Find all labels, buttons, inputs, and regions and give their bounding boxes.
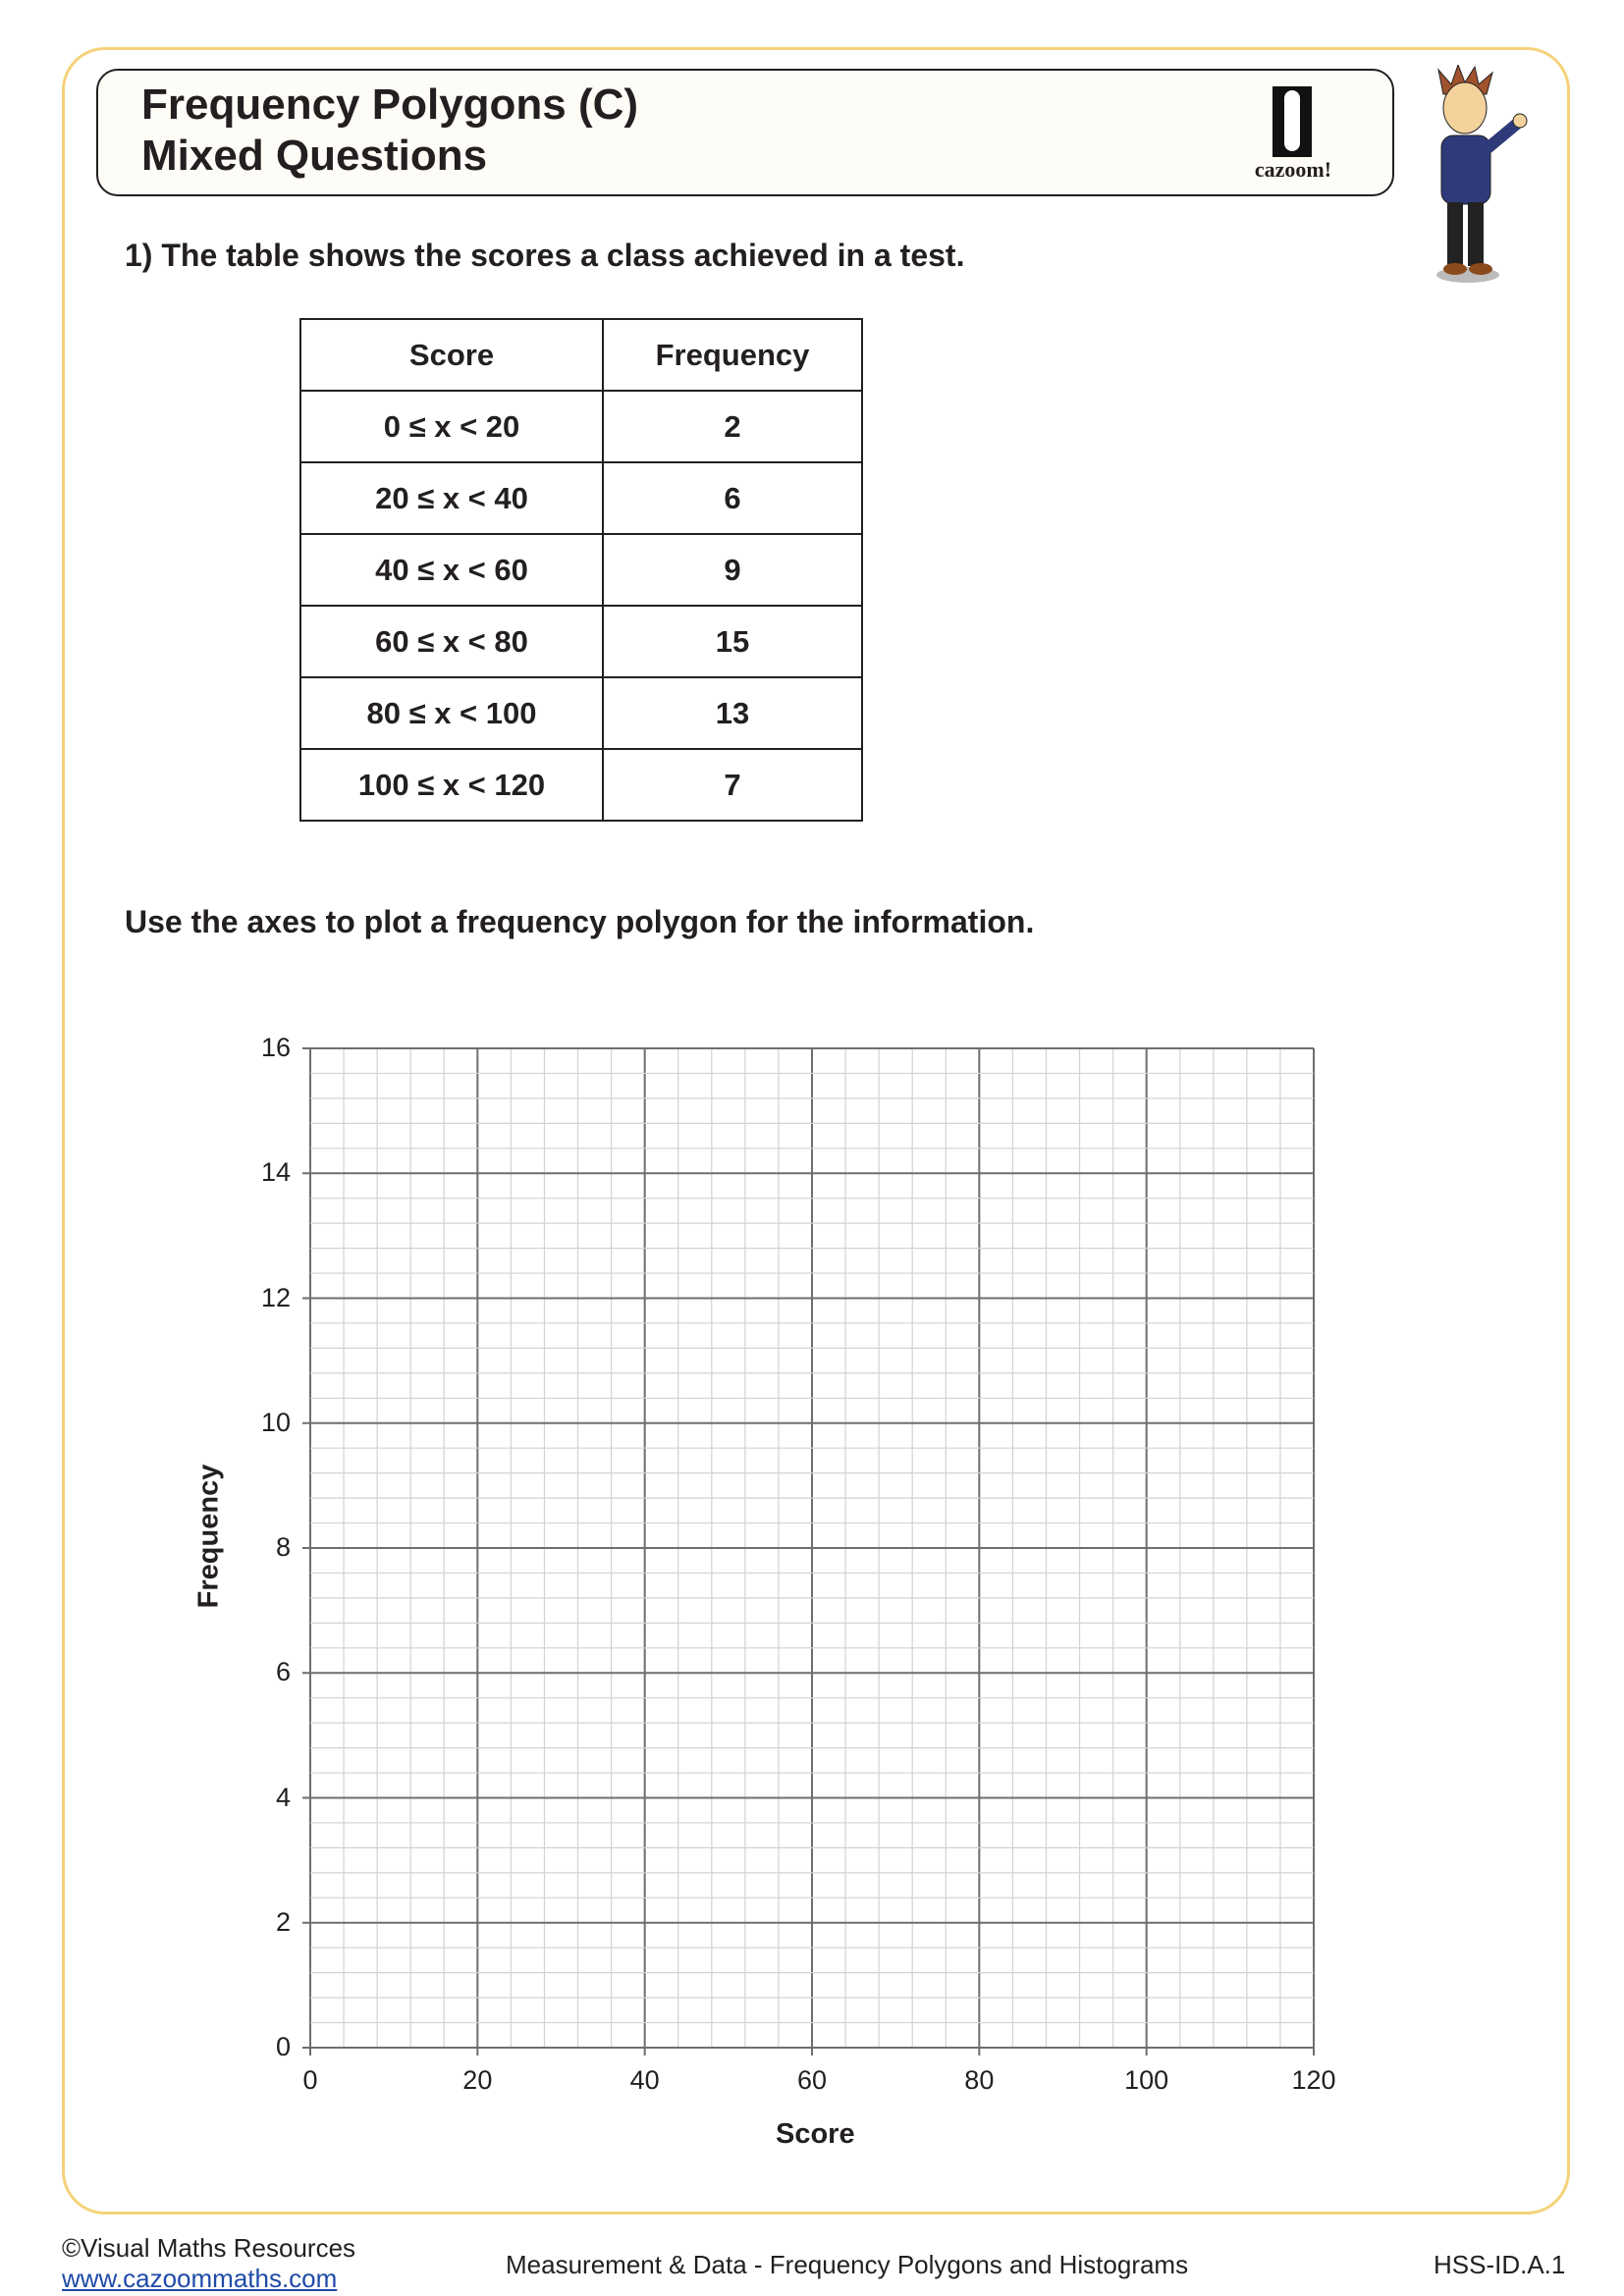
y-tick-label: 14 <box>260 1157 291 1188</box>
table-row: 40 ≤ x < 60 9 <box>299 533 863 607</box>
table-header-row: Score Frequency <box>299 318 863 392</box>
x-axis-title: Score <box>776 2118 855 2150</box>
title-line-2: Mixed Questions <box>141 132 488 180</box>
title-box: Frequency Polygons (C) Mixed Questions <box>96 69 1394 196</box>
y-tick-label: 8 <box>275 1532 291 1562</box>
y-tick-label: 2 <box>275 1906 291 1937</box>
frequency-cell: 6 <box>602 461 863 535</box>
y-tick-label: 10 <box>260 1407 291 1437</box>
y-tick-label: 16 <box>260 1033 291 1062</box>
y-tick-label: 0 <box>275 2032 291 2061</box>
score-cell: 40 ≤ x < 60 <box>299 533 604 607</box>
header-score: Score <box>299 318 604 392</box>
score-cell: 100 ≤ x < 120 <box>299 748 604 822</box>
score-cell: 80 ≤ x < 100 <box>299 676 604 750</box>
frequency-cell: 9 <box>602 533 863 607</box>
logo-text: cazoom! <box>1254 157 1332 182</box>
score-cell: 0 ≤ x < 20 <box>299 390 604 463</box>
page-border <box>62 47 1570 2215</box>
website-link[interactable]: www.cazoommaths.com <box>62 2264 338 2293</box>
x-tick-label: 40 <box>629 2065 660 2095</box>
table-row: 80 ≤ x < 100 13 <box>299 676 863 750</box>
score-cell: 20 ≤ x < 40 <box>299 461 604 535</box>
cazoom-logo: cazoom! <box>1239 86 1347 185</box>
table-row: 20 ≤ x < 40 6 <box>299 461 863 535</box>
frequency-cell: 13 <box>602 676 863 750</box>
question-text: 1) The table shows the scores a class ac… <box>125 238 965 273</box>
frequency-cell: 2 <box>602 390 863 463</box>
frequency-table: Score Frequency 0 ≤ x < 20 2 20 ≤ x < 40 6… <box>299 318 863 822</box>
y-tick-label: 6 <box>275 1657 291 1687</box>
score-cell: 60 ≤ x < 80 <box>299 605 604 678</box>
x-tick-label: 120 <box>1291 2065 1336 2095</box>
table-row: 100 ≤ x < 120 7 <box>299 748 863 822</box>
header-frequency: Frequency <box>602 318 863 392</box>
x-tick-label: 80 <box>964 2065 995 2095</box>
y-axis-title: Frequency <box>192 1464 225 1609</box>
x-tick-label: 100 <box>1124 2065 1169 2095</box>
frequency-cell: 7 <box>602 748 863 822</box>
copyright: ©Visual Maths Resources <box>62 2233 356 2263</box>
table-row: 0 ≤ x < 20 2 <box>299 390 863 463</box>
title-line-1: Frequency Polygons (C) <box>141 80 639 129</box>
y-tick-label: 12 <box>260 1282 291 1312</box>
x-tick-label: 60 <box>796 2065 828 2095</box>
table-row: 60 ≤ x < 80 15 <box>299 605 863 678</box>
frequency-cell: 15 <box>602 605 863 678</box>
footer-topic: Measurement & Data - Frequency Polygons … <box>506 2250 1189 2279</box>
x-tick-label: 20 <box>462 2065 493 2095</box>
mascot-illustration <box>1436 65 1528 283</box>
instruction-text: Use the axes to plot a frequency polygon… <box>125 904 1035 939</box>
standard-code: HSS-ID.A.1 <box>1434 2250 1566 2279</box>
y-tick-label: 4 <box>275 1782 291 1812</box>
x-tick-label: 0 <box>302 2065 318 2095</box>
